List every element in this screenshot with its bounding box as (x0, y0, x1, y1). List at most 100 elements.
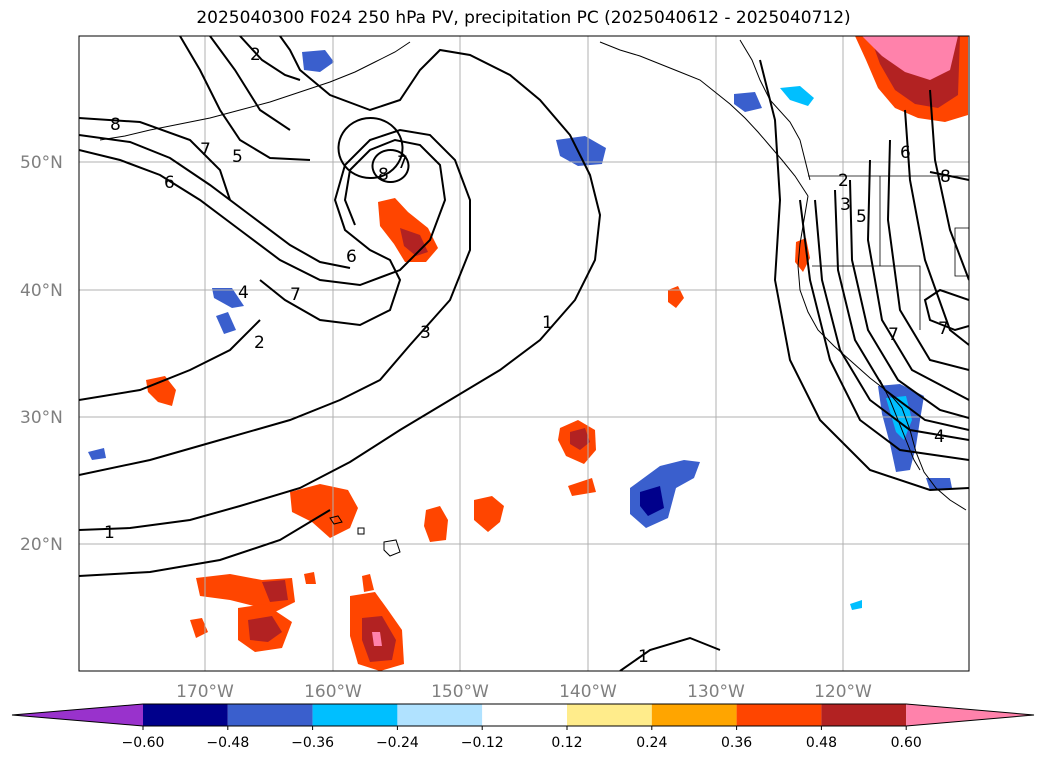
colorbar-segment (736, 704, 822, 726)
map-title: 2025040300 F024 250 hPa PV, precipitatio… (196, 8, 851, 28)
pv-contour-line (619, 636, 721, 671)
contour-label: 4 (238, 283, 249, 303)
lon-label-130w: 130°W (687, 682, 745, 702)
lat-label-40n: 40°N (20, 281, 63, 301)
colorbar-segment (482, 704, 567, 726)
contour-label: 7 (200, 140, 211, 160)
precip-region-negative (212, 288, 244, 308)
coastline-west-coast (797, 195, 967, 511)
contour-label: 8 (940, 167, 951, 187)
graticule (79, 36, 969, 671)
lat-label-20n: 20°N (20, 535, 63, 555)
pv-contour-line (834, 189, 969, 431)
pv-contour-line (79, 138, 447, 287)
contour-label: 8 (378, 165, 389, 185)
precip-region-positive (146, 376, 176, 406)
precip-region-positive (568, 478, 596, 496)
precip-region-negative (734, 92, 762, 112)
precip-region-positive (262, 580, 288, 602)
latitude-labels: 50°N 40°N 30°N 20°N (20, 153, 63, 555)
coastline-aleutians (99, 41, 411, 141)
pv-contour-line (929, 89, 969, 281)
lat-label-50n: 50°N (20, 153, 63, 173)
precip-region-negative (302, 50, 334, 72)
precip-region-positive (290, 484, 358, 538)
colorbar-tick-label: 0.48 (806, 735, 837, 751)
lon-label-160w: 160°W (304, 682, 362, 702)
lon-label-120w: 120°W (814, 682, 872, 702)
contour-label: 4 (934, 427, 945, 447)
precip-region-positive (474, 496, 504, 532)
colorbar-extend-low (12, 704, 143, 726)
contour-label: 8 (110, 115, 121, 135)
pv-contour-line (886, 139, 969, 371)
coastlines (99, 39, 967, 557)
precip-region-negative (640, 486, 664, 516)
contour-label: 1 (638, 647, 649, 667)
pv-contour-line (239, 36, 301, 81)
colorbar-segment (651, 704, 737, 726)
colorbar-tick-label: 0.36 (721, 735, 752, 751)
lat-label-30n: 30°N (20, 408, 63, 428)
colorbar-tick-label: 0.24 (636, 735, 667, 751)
contour-label: 2 (250, 45, 261, 65)
lon-label-140w: 140°W (559, 682, 617, 702)
colorbar-segment (227, 704, 313, 726)
precip-region-negative (556, 136, 606, 166)
pv-contour-line (337, 117, 404, 179)
plot-frame (78, 35, 970, 672)
precip-region-negative (926, 478, 952, 490)
pv-contour-line (79, 117, 231, 201)
colorbar-tick-label: 0.60 (891, 735, 922, 751)
pv-contour-line (79, 36, 602, 531)
colorbar-tick-label: −0.24 (376, 735, 419, 751)
pv-contour-line (79, 319, 261, 401)
pv-contour-line (371, 149, 410, 183)
precip-region-positive (190, 618, 208, 638)
lon-label-150w: 150°W (431, 682, 489, 702)
coastline-hawaii (329, 515, 401, 557)
pv-contour-line (814, 199, 969, 441)
pv-contours (79, 36, 969, 671)
contour-label: 7 (938, 319, 949, 339)
colorbar-segment (143, 704, 228, 726)
pv-contour-line (209, 36, 291, 131)
colorbar-segment (567, 704, 652, 726)
precip-region-negative (216, 312, 236, 334)
precip-region-positive (424, 506, 448, 542)
colorbar-tick-label: −0.60 (122, 735, 165, 751)
precip-region-positive (372, 632, 382, 646)
pv-contour-line (79, 509, 331, 577)
contour-label: 3 (840, 195, 851, 215)
contour-label: 5 (232, 147, 243, 167)
pv-contour-line (759, 59, 969, 492)
precip-region-positive (248, 616, 282, 642)
coastline-bc (739, 39, 811, 181)
precip-region-positive (668, 286, 684, 308)
plot-background (79, 36, 969, 671)
contour-labels: 2 8 7 5 6 7 8 6 7 4 2 3 1 1 1 2 3 5 6 7 (104, 45, 951, 667)
colorbar-tick-label: −0.48 (206, 735, 249, 751)
contour-label: 6 (346, 247, 357, 267)
pv-contour-line (929, 171, 969, 181)
colorbar-segment (312, 704, 398, 726)
contour-label: 6 (900, 143, 911, 163)
colorbar-tick-label: 0.12 (551, 735, 582, 751)
colorbar-tick-label: −0.12 (461, 735, 504, 751)
lon-label-170w: 170°W (176, 682, 234, 702)
precipitation-shading (88, 36, 968, 671)
contour-label: 2 (838, 171, 849, 191)
contour-label: 7 (290, 285, 301, 305)
contour-label: 7 (888, 325, 899, 345)
colorbar-extend-high (906, 704, 1034, 726)
contour-label: 7 (397, 153, 408, 173)
contour-label: 3 (420, 323, 431, 343)
precip-region-negative (88, 448, 106, 460)
coastline-alaska-south (599, 41, 809, 197)
colorbar-segment (821, 704, 907, 726)
pv-contour-line (849, 179, 969, 419)
precip-region-positive (304, 572, 316, 584)
longitude-labels: 170°W 160°W 150°W 140°W 130°W 120°W (176, 682, 872, 702)
pv-contour-line (904, 109, 969, 346)
precip-region-negative (780, 86, 814, 106)
